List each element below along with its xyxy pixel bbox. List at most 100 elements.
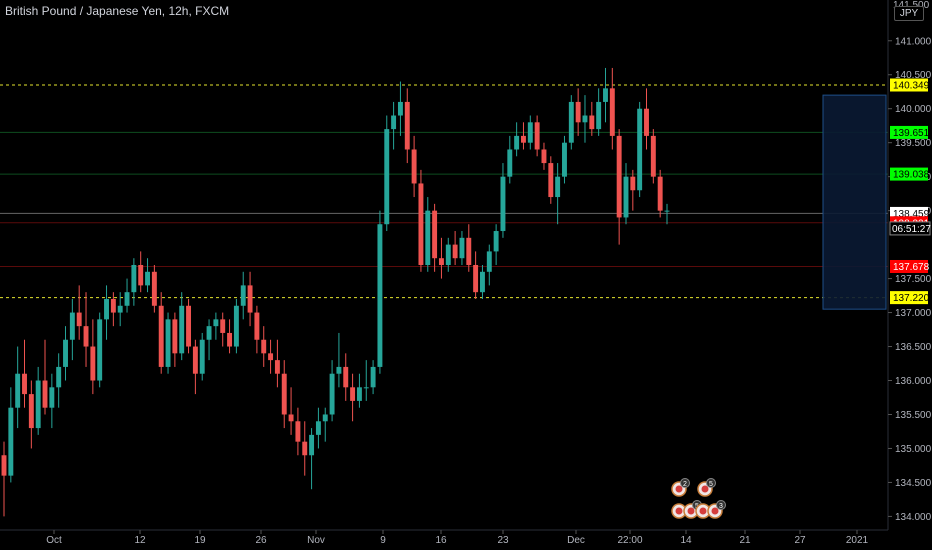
candle-body xyxy=(438,258,444,265)
candle-body xyxy=(104,298,109,320)
candle-body xyxy=(261,339,267,354)
candle-body xyxy=(22,373,27,395)
price-badge xyxy=(890,78,928,92)
candle-body xyxy=(8,407,14,476)
event-count-badge xyxy=(716,500,726,510)
candle-body xyxy=(541,149,547,164)
price-badge xyxy=(890,125,928,139)
candle-body xyxy=(479,271,485,293)
candle-body xyxy=(350,387,356,401)
candle-body xyxy=(83,326,89,347)
candle-body xyxy=(274,360,280,374)
candle-body xyxy=(459,237,465,259)
price-tick-label: 135.000 xyxy=(895,444,932,455)
price-tick-label: 137.500 xyxy=(895,274,932,285)
time-tick-label: 16 xyxy=(435,535,447,546)
price-badge xyxy=(890,167,928,181)
candle-body xyxy=(397,101,403,116)
economic-events[interactable]: 2553 xyxy=(671,478,726,519)
time-tick-label: 2021 xyxy=(846,535,869,546)
candle-body xyxy=(138,265,144,286)
time-tick-label: 22:00 xyxy=(617,535,642,546)
candle-body xyxy=(637,108,643,191)
candle-body xyxy=(281,373,287,415)
price-axis[interactable]: 141.000140.500140.000139.500139.000138.5… xyxy=(888,36,932,523)
candle-body xyxy=(432,210,438,259)
candle-body xyxy=(575,101,581,123)
candle-body xyxy=(425,210,431,265)
price-tick-label: 136.500 xyxy=(895,342,932,353)
price-badge-label: 137.220 xyxy=(893,293,930,304)
price-tick-label: 134.000 xyxy=(895,512,932,523)
price-badge-label: 137.678 xyxy=(893,262,930,273)
candle-body xyxy=(295,421,301,442)
time-tick-label: 26 xyxy=(255,535,267,546)
candle-body xyxy=(562,142,567,177)
event-flag-dot xyxy=(701,485,709,493)
candle-body xyxy=(623,176,629,218)
event-count-label: 3 xyxy=(719,503,723,510)
price-badge-label: 138.459 xyxy=(893,209,930,220)
candle-body xyxy=(35,380,41,429)
event-count-badge xyxy=(706,478,716,488)
candle-body xyxy=(220,319,226,333)
candle-body xyxy=(644,108,649,136)
candle-body xyxy=(603,88,608,102)
price-badge-label: 140.349 xyxy=(893,81,930,92)
candle-body xyxy=(90,346,96,381)
candle-body xyxy=(158,305,164,367)
candle-body xyxy=(630,176,636,191)
candle-body xyxy=(596,101,602,130)
candle-body xyxy=(110,298,116,313)
candle-body xyxy=(445,244,451,265)
candle-body xyxy=(117,305,123,313)
time-tick-label: 23 xyxy=(497,535,509,546)
candle-body xyxy=(254,312,260,340)
candle-body xyxy=(315,421,321,435)
candle-body xyxy=(186,305,192,347)
price-badge-label: 139.651 xyxy=(893,128,930,139)
candle-body xyxy=(309,434,315,456)
time-tick-label: Oct xyxy=(46,535,62,546)
event-flag-dot xyxy=(675,507,683,515)
time-tick-label: Nov xyxy=(307,535,325,546)
price-badge xyxy=(890,259,928,273)
candle-body xyxy=(199,339,205,374)
candle-body xyxy=(76,312,82,327)
candle-body xyxy=(28,394,34,429)
candle-body xyxy=(589,115,595,130)
time-tick-label: 12 xyxy=(134,535,146,546)
candle-body xyxy=(343,366,349,388)
time-axis[interactable]: Oct 12 19 26 Nov 9 16 23 Dec 22:00 14 21 27 2021 xyxy=(46,530,869,546)
price-badges: 140.349139.651139.038138.459138.321137.6… xyxy=(889,78,931,305)
currency-label[interactable]: JPY xyxy=(894,6,924,21)
candlestick-series xyxy=(1,67,670,517)
candle-body xyxy=(165,319,171,367)
candle-body xyxy=(486,251,492,272)
time-tick-label: 27 xyxy=(794,535,806,546)
chart-title: British Pound / Japanese Yen, 12h, FXCM xyxy=(5,4,230,18)
position-zone[interactable] xyxy=(822,94,887,310)
candle-body xyxy=(391,115,397,130)
candle-body xyxy=(500,176,506,232)
candle-body xyxy=(206,326,212,340)
candle-body xyxy=(609,88,615,136)
candle-body xyxy=(534,122,540,150)
candle-body xyxy=(521,135,526,143)
price-tick-label: 139.500 xyxy=(895,138,932,149)
top-price-label: 141.500 xyxy=(893,0,930,11)
candle-body xyxy=(233,305,239,347)
price-tick-label: 140.500 xyxy=(895,70,932,81)
candle-body xyxy=(363,387,369,389)
candle-body xyxy=(527,122,533,143)
candle-body xyxy=(145,271,150,286)
candle-body xyxy=(404,101,410,150)
price-tick-label: 134.500 xyxy=(895,478,932,489)
candle-body xyxy=(240,285,246,306)
candle-body xyxy=(172,319,178,354)
candle-body xyxy=(370,366,376,388)
candle-body xyxy=(377,224,383,367)
countdown-label: 06:51:27 xyxy=(892,224,931,235)
time-tick-label: 9 xyxy=(380,535,386,546)
